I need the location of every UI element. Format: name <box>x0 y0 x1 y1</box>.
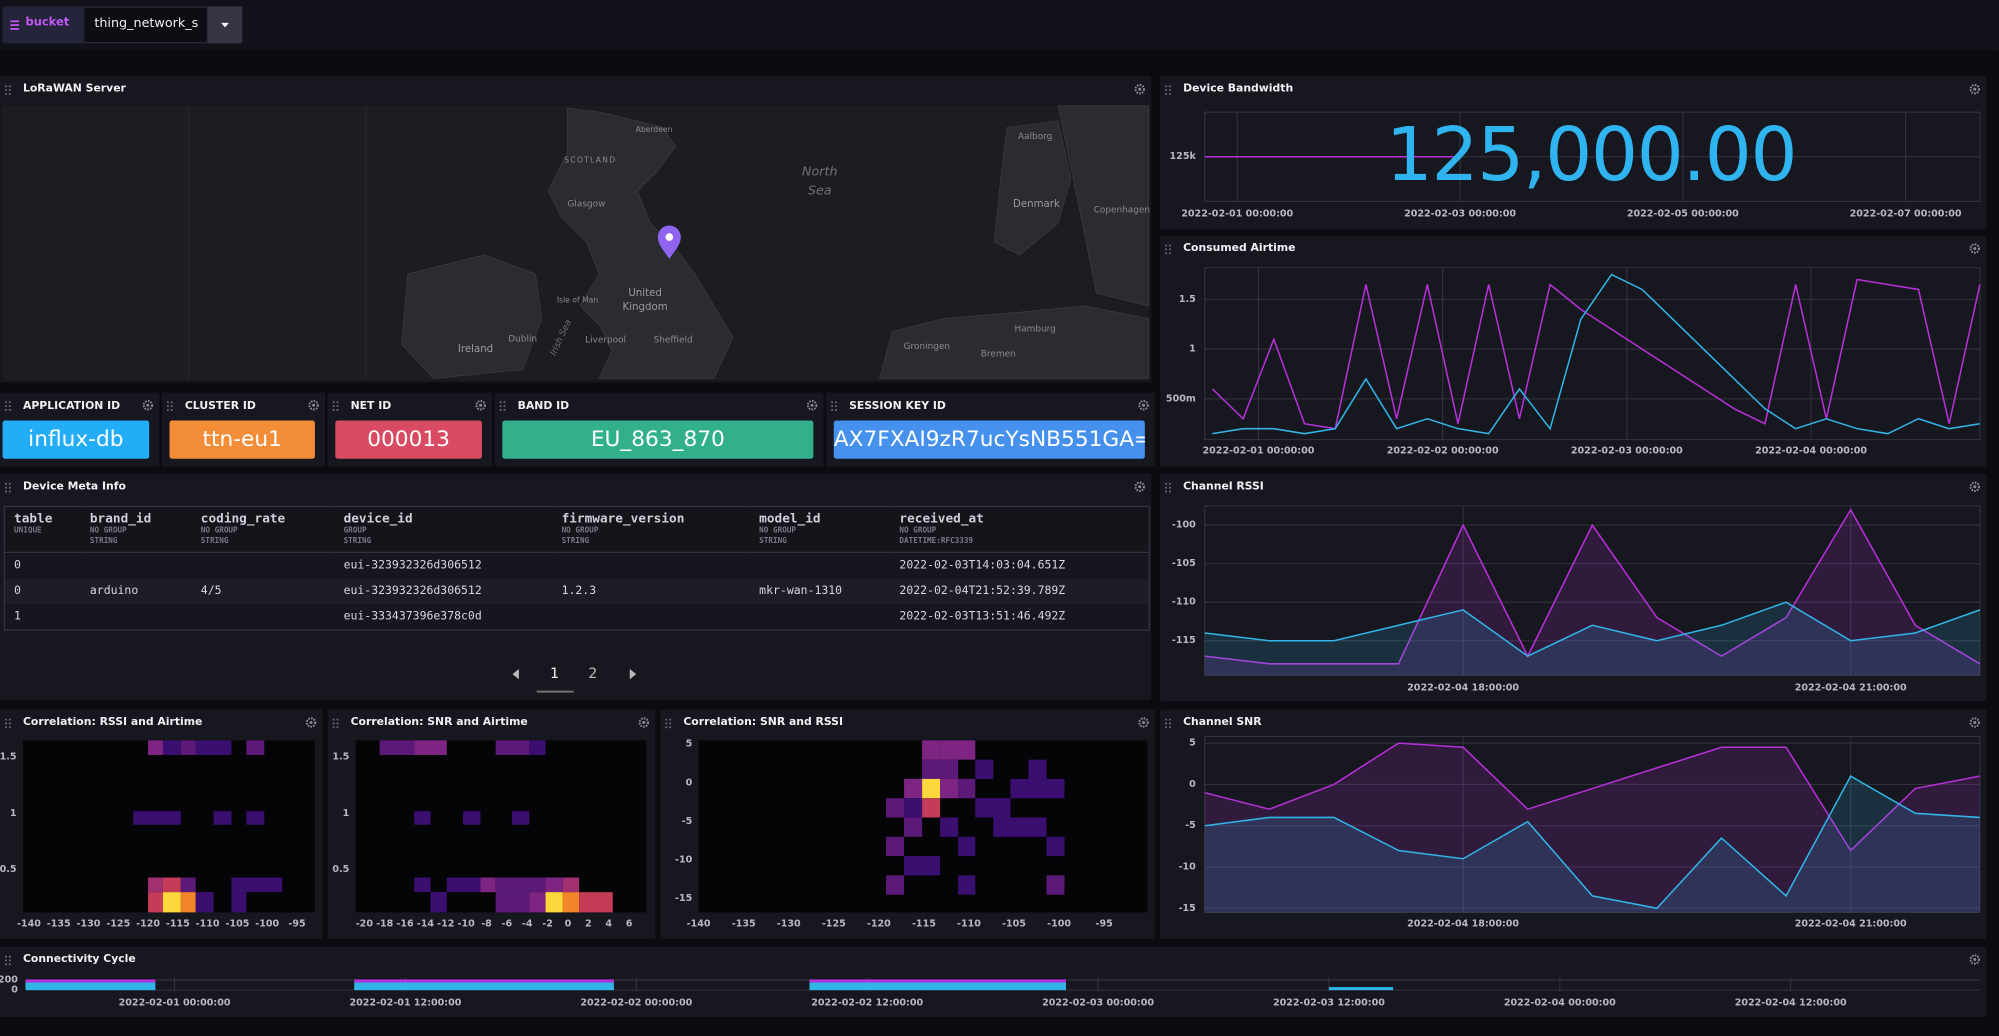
panel: Correlation: SNR and RSSI <box>660 709 1156 940</box>
panel: LoRaWAN Server <box>0 76 1152 383</box>
bucket-value: thing_network_s <box>94 16 199 31</box>
table-cell: 2022-02-03T13:51:46.492Z <box>890 604 1150 631</box>
table-row: 1 eui-333437396e378c0d 2022-02-03T13:51:46… <box>4 604 1150 631</box>
column-header: device_id GROUP STRING <box>334 506 553 554</box>
column-group: UNIQUE <box>14 526 42 536</box>
table-cell: eui-323932326d306512 <box>334 552 553 579</box>
table-cell: 2022-02-03T14:03:04.651Z <box>890 552 1150 579</box>
table-cell <box>552 604 751 631</box>
table-cell: 0 <box>4 578 81 605</box>
table-cell <box>750 552 891 579</box>
stat-tile: CLUSTER ID ttn-eu1 <box>161 392 326 467</box>
panel: Consumed Airtime <box>1160 235 1987 467</box>
table-cell <box>80 604 192 631</box>
panel-title: Device Bandwidth <box>1183 82 1294 96</box>
stat-title: APPLICATION ID <box>22 400 121 413</box>
table-cell <box>191 552 335 579</box>
column-type: STRING <box>759 536 787 546</box>
top-bar <box>0 0 1999 51</box>
column-header: brand_id NO GROUP STRING <box>80 506 192 554</box>
column-header: coding_rate NO GROUP STRING <box>191 506 335 554</box>
table-cell: 0 <box>4 552 81 579</box>
panel-title: Consumed Airtime <box>1183 242 1296 255</box>
table-cell: arduino <box>80 578 192 605</box>
bucket-label-box[interactable]: bucket <box>2 6 83 44</box>
bucket-label: bucket <box>25 16 70 30</box>
table-cell: eui-333437396e378c0d <box>334 604 553 631</box>
panel-title: Connectivity Cycle <box>22 953 136 966</box>
zoom-out[interactable]: − <box>12 145 40 173</box>
bucket-value-box[interactable]: thing_network_s <box>82 6 208 44</box>
column-group: NO GROUP <box>899 526 937 536</box>
panel: Channel RSSI <box>1160 474 1987 701</box>
column-type: STRING <box>89 536 118 546</box>
table-cell: 1.2.3 <box>552 578 751 605</box>
panel-title: Device Meta Info <box>22 480 126 494</box>
column-group: GROUP <box>343 526 367 536</box>
stat-tile: BAND ID EU_863_870 <box>494 392 824 467</box>
column-header: firmware_version NO GROUP STRING <box>552 506 751 554</box>
table-cell: 4/5 <box>191 578 335 605</box>
stat-title: SESSION KEY ID <box>849 400 946 413</box>
panel-title: LoRaWAN Server <box>22 82 126 96</box>
table-cell <box>80 552 192 579</box>
panel: Device Bandwidth <box>1160 76 1987 230</box>
panel-title: Correlation: SNR and Airtime <box>350 716 528 729</box>
stat-value: ttn-eu1 <box>169 420 315 459</box>
column-type: DATETIME:RFC3339 <box>899 536 974 546</box>
column-name: device_id <box>343 512 413 527</box>
dropdown-caret <box>221 22 229 28</box>
stat-title: BAND ID <box>517 400 570 413</box>
stat-title: NET ID <box>350 400 392 413</box>
table-cell <box>750 604 891 631</box>
column-name: firmware_version <box>561 512 685 527</box>
panel: Channel SNR <box>1160 709 1987 940</box>
table-cell: 2022-02-04T21:52:39.789Z <box>890 578 1150 605</box>
header-row: table UNIQUE brand_id NO GROUP STRING coding_… <box>4 506 1150 554</box>
column-group: NO GROUP <box>89 526 127 536</box>
column-name: coding_rate <box>200 512 286 527</box>
column-name: model_id <box>759 512 821 527</box>
stat-value: influx-db <box>2 420 150 459</box>
panel: Correlation: RSSI and Airtime <box>0 709 323 940</box>
table-row: 0 arduino 4/5 eui-323932326d306512 1.2.3 mkr-… <box>4 578 1150 605</box>
panel-title: Correlation: RSSI and Airtime <box>22 716 203 729</box>
panel-title: Channel RSSI <box>1183 480 1264 494</box>
table-cell: mkr-wan-1310 <box>750 578 891 605</box>
column-group: NO GROUP <box>561 526 599 536</box>
column-type: STRING <box>200 536 229 546</box>
bucket-dropdown[interactable] <box>207 6 243 44</box>
panel-title: Correlation: SNR and RSSI <box>683 716 844 729</box>
column-name: brand_id <box>89 512 152 527</box>
column-group: NO GROUP <box>200 526 238 536</box>
table-cell: eui-323932326d306512 <box>334 578 553 605</box>
stat-value: AX7FXAI9zR7ucYsNB551GA== <box>833 420 1145 459</box>
stat-tile: SESSION KEY ID AX7FXAI9zR7ucYsNB551GA== <box>826 392 1156 467</box>
stat-value: 000013 <box>335 420 482 459</box>
table-cell <box>552 552 751 579</box>
table-cell <box>191 604 335 631</box>
column-name: table <box>14 512 53 527</box>
table-row: 0 eui-323932326d306512 2022-02-03T14:03:04… <box>4 552 1150 579</box>
column-header: table UNIQUE <box>4 506 81 554</box>
stat-tile: APPLICATION ID influx-db <box>0 392 160 467</box>
bucket-icon <box>10 20 20 30</box>
stat-title: CLUSTER ID <box>184 400 256 413</box>
column-header: received_at NO GROUP DATETIME:RFC3339 <box>890 506 1150 554</box>
stat-tile: NET ID 000013 <box>327 392 493 467</box>
column-type: STRING <box>343 536 372 546</box>
column-type: STRING <box>561 536 590 546</box>
column-name: received_at <box>899 512 984 527</box>
table-cell: 1 <box>4 604 81 631</box>
stat-value: EU_863_870 <box>502 420 814 459</box>
zoom-in[interactable]: + <box>12 117 40 146</box>
meta-table: table UNIQUE brand_id NO GROUP STRING coding_… <box>3 505 1150 631</box>
panel: Correlation: SNR and Airtime <box>327 709 656 940</box>
column-group: NO GROUP <box>759 526 797 536</box>
panel-title: Channel SNR <box>1183 716 1262 729</box>
column-header: model_id NO GROUP STRING <box>750 506 891 554</box>
panel: Connectivity Cycle <box>0 946 1987 1017</box>
